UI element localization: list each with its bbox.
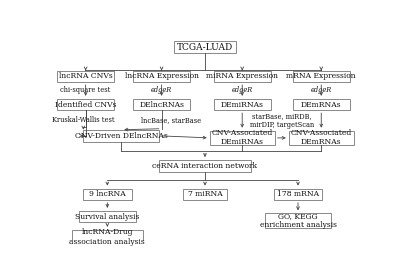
Text: DElncRNAs: DElncRNAs — [139, 101, 184, 108]
FancyBboxPatch shape — [174, 41, 236, 53]
FancyBboxPatch shape — [79, 211, 136, 222]
FancyBboxPatch shape — [133, 99, 190, 110]
Text: lncRNA Expression: lncRNA Expression — [125, 72, 198, 80]
FancyBboxPatch shape — [57, 71, 114, 82]
FancyBboxPatch shape — [214, 71, 271, 82]
Text: 9 lncRNA: 9 lncRNA — [89, 190, 126, 198]
Text: 178 mRNA: 178 mRNA — [277, 190, 319, 198]
FancyBboxPatch shape — [292, 71, 350, 82]
Text: Kruskal-Wallis test: Kruskal-Wallis test — [52, 116, 115, 124]
FancyBboxPatch shape — [82, 189, 132, 200]
FancyBboxPatch shape — [289, 131, 354, 145]
Text: Identified CNVs: Identified CNVs — [55, 101, 116, 108]
Text: ceRNA interaction network: ceRNA interaction network — [152, 162, 258, 170]
Text: DEmRNAs: DEmRNAs — [301, 101, 342, 108]
Text: lncBase, starBase: lncBase, starBase — [141, 116, 201, 124]
Text: Survival analysis: Survival analysis — [75, 212, 140, 221]
Text: CNV-Associated
DEmRNAs: CNV-Associated DEmRNAs — [291, 129, 352, 147]
Text: CNV-Driven DElncRNAs: CNV-Driven DElncRNAs — [75, 132, 168, 140]
FancyBboxPatch shape — [83, 130, 159, 142]
FancyBboxPatch shape — [292, 99, 350, 110]
FancyBboxPatch shape — [183, 189, 227, 200]
Text: CNV-Associated
DEmiRNAs: CNV-Associated DEmiRNAs — [212, 129, 273, 147]
FancyBboxPatch shape — [159, 160, 251, 172]
FancyBboxPatch shape — [72, 230, 143, 244]
FancyBboxPatch shape — [266, 213, 330, 228]
Text: edgeR: edgeR — [232, 86, 253, 94]
Text: GO, KEGG
enrichment analysis: GO, KEGG enrichment analysis — [260, 212, 336, 229]
Text: edgeR: edgeR — [311, 86, 332, 94]
Text: starBase, miRDB,
mirDIP, targetScan: starBase, miRDB, mirDIP, targetScan — [250, 112, 314, 129]
Text: mRNA Expression: mRNA Expression — [286, 72, 356, 80]
FancyBboxPatch shape — [210, 131, 275, 145]
Text: lncRNA-Drug
association analysis: lncRNA-Drug association analysis — [70, 228, 145, 246]
Text: TCGA-LUAD: TCGA-LUAD — [177, 43, 233, 52]
Text: miRNA Expression: miRNA Expression — [206, 72, 278, 80]
Text: 7 miRNA: 7 miRNA — [188, 190, 222, 198]
Text: DEmiRNAs: DEmiRNAs — [221, 101, 264, 108]
FancyBboxPatch shape — [274, 189, 322, 200]
FancyBboxPatch shape — [214, 99, 271, 110]
Text: chi-square test: chi-square test — [60, 86, 111, 94]
Text: lncRNA CNVs: lncRNA CNVs — [59, 72, 112, 80]
FancyBboxPatch shape — [133, 71, 190, 82]
Text: edgeR: edgeR — [151, 86, 172, 94]
FancyBboxPatch shape — [57, 99, 114, 110]
